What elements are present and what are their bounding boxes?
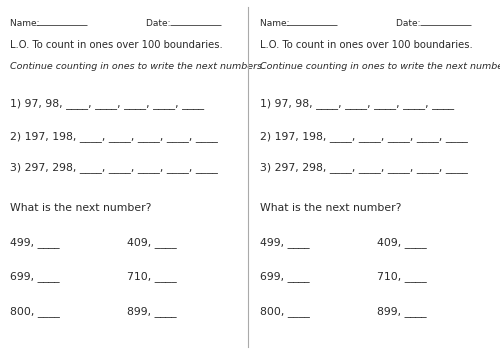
Text: Name:: Name: [260, 19, 295, 28]
Text: 3) 297, 298, ____, ____, ____, ____, ____: 3) 297, 298, ____, ____, ____, ____, ___… [10, 162, 218, 173]
Text: What is the next number?: What is the next number? [10, 203, 151, 213]
Text: L.O. To count in ones over 100 boundaries.: L.O. To count in ones over 100 boundarie… [10, 40, 222, 50]
Text: What is the next number?: What is the next number? [260, 203, 401, 213]
Text: 699, ____: 699, ____ [10, 272, 59, 282]
Text: 1) 97, 98, ____, ____, ____, ____, ____: 1) 97, 98, ____, ____, ____, ____, ____ [10, 98, 204, 109]
Text: 710, ____: 710, ____ [377, 272, 427, 282]
Text: Name:: Name: [10, 19, 45, 28]
Text: 499, ____: 499, ____ [260, 237, 310, 248]
Text: L.O. To count in ones over 100 boundaries.: L.O. To count in ones over 100 boundarie… [260, 40, 472, 50]
Text: 800, ____: 800, ____ [10, 306, 59, 317]
Text: 2) 197, 198, ____, ____, ____, ____, ____: 2) 197, 198, ____, ____, ____, ____, ___… [260, 131, 468, 142]
Text: 710, ____: 710, ____ [127, 272, 177, 282]
Text: 2) 197, 198, ____, ____, ____, ____, ____: 2) 197, 198, ____, ____, ____, ____, ___… [10, 131, 218, 142]
Text: Continue counting in ones to write the next numbers.: Continue counting in ones to write the n… [10, 62, 264, 71]
Text: 899, ____: 899, ____ [127, 306, 177, 317]
Text: 800, ____: 800, ____ [260, 306, 310, 317]
Text: Date:: Date: [396, 19, 426, 28]
Text: 1) 97, 98, ____, ____, ____, ____, ____: 1) 97, 98, ____, ____, ____, ____, ____ [260, 98, 454, 109]
Text: 899, ____: 899, ____ [377, 306, 427, 317]
Text: Continue counting in ones to write the next numbers.: Continue counting in ones to write the n… [260, 62, 500, 71]
Text: 499, ____: 499, ____ [10, 237, 59, 248]
Text: 409, ____: 409, ____ [127, 237, 177, 248]
Text: 699, ____: 699, ____ [260, 272, 310, 282]
Text: 409, ____: 409, ____ [377, 237, 427, 248]
Text: 3) 297, 298, ____, ____, ____, ____, ____: 3) 297, 298, ____, ____, ____, ____, ___… [260, 162, 468, 173]
Text: Date:: Date: [146, 19, 176, 28]
